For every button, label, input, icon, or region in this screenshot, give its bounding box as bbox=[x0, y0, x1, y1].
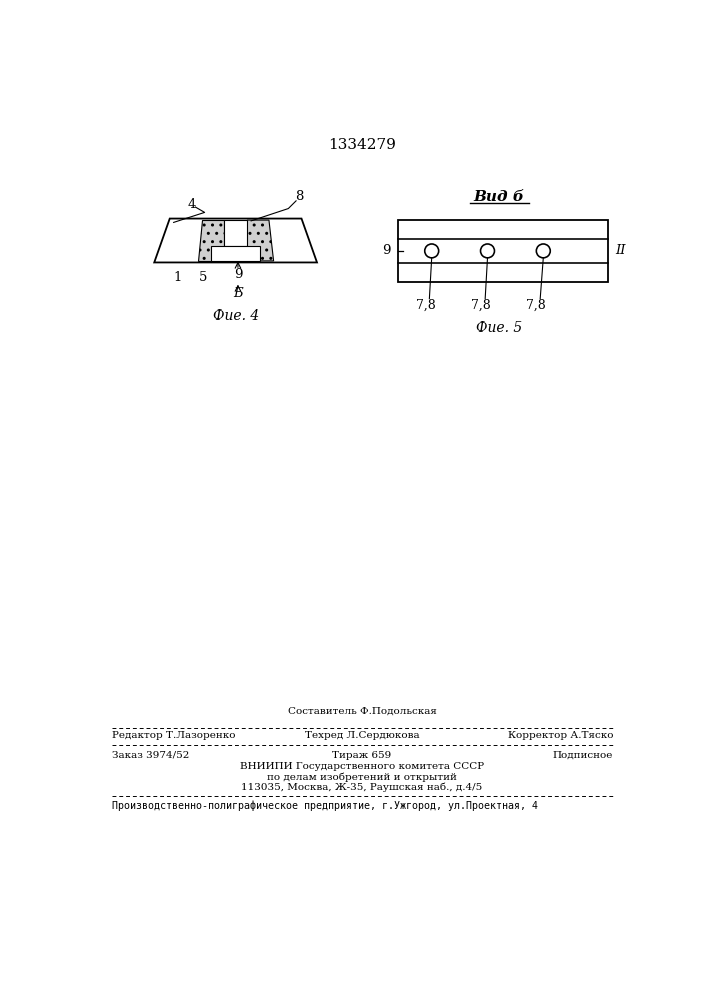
Text: 9: 9 bbox=[234, 267, 243, 280]
Text: 5: 5 bbox=[199, 271, 207, 284]
Text: II: II bbox=[615, 244, 626, 257]
Text: 4: 4 bbox=[187, 198, 196, 211]
Text: 7,8: 7,8 bbox=[416, 298, 436, 311]
Text: Производственно-полиграфическое предприятие, г.Ужгород, ул.Проектная, 4: Производственно-полиграфическое предприя… bbox=[112, 801, 537, 811]
Text: 7,8: 7,8 bbox=[527, 298, 547, 311]
Text: Составитель Ф.Подольская: Составитель Ф.Подольская bbox=[288, 707, 436, 716]
Text: по делам изобретений и открытий: по делам изобретений и открытий bbox=[267, 772, 457, 782]
Text: 9: 9 bbox=[382, 244, 391, 257]
Text: Корректор А.Тяско: Корректор А.Тяско bbox=[508, 732, 613, 740]
Polygon shape bbox=[247, 220, 274, 261]
Text: Подписное: Подписное bbox=[553, 751, 613, 760]
Text: ВНИИПИ Государственного комитета СССР: ВНИИПИ Государственного комитета СССР bbox=[240, 762, 484, 771]
Text: 1334279: 1334279 bbox=[328, 138, 396, 152]
Polygon shape bbox=[224, 220, 247, 246]
Text: 113035, Москва, Ж-35, Раушская наб., д.4/5: 113035, Москва, Ж-35, Раушская наб., д.4… bbox=[241, 782, 483, 792]
Polygon shape bbox=[198, 220, 224, 261]
Polygon shape bbox=[154, 219, 317, 262]
Text: 1: 1 bbox=[173, 271, 182, 284]
Text: Заказ 3974/52: Заказ 3974/52 bbox=[112, 751, 189, 760]
Text: Редактор Т.Лазоренко: Редактор Т.Лазоренко bbox=[112, 732, 235, 740]
Polygon shape bbox=[211, 246, 260, 261]
Text: Фие. 5: Фие. 5 bbox=[476, 321, 522, 335]
Bar bbox=[398, 220, 607, 282]
Text: Тираж 659: Тираж 659 bbox=[332, 751, 392, 760]
Text: 7,8: 7,8 bbox=[472, 298, 491, 311]
Text: Техред Л.Сердюкова: Техред Л.Сердюкова bbox=[305, 732, 419, 740]
Text: Б: Б bbox=[233, 287, 243, 300]
Text: Фие. 4: Фие. 4 bbox=[213, 309, 259, 323]
Text: 8: 8 bbox=[295, 190, 303, 204]
Text: Вид б: Вид б bbox=[474, 190, 525, 204]
